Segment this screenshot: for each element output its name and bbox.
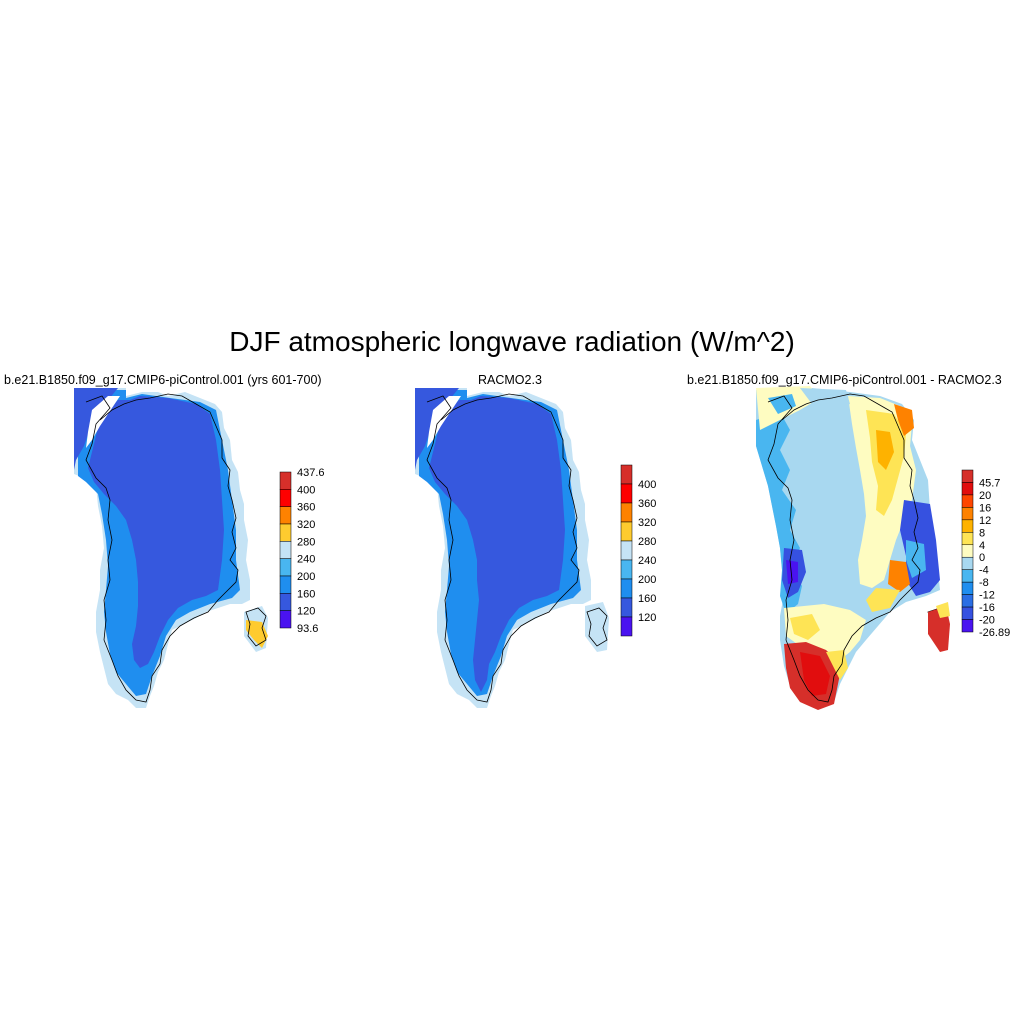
colorbar-swatch <box>620 578 633 599</box>
colorbar-tick-label: 360 <box>297 502 315 514</box>
colorbar-tick-label: 160 <box>638 593 656 605</box>
colorbar-tick-label: 120 <box>638 612 656 624</box>
colorbar-tick-label: 400 <box>297 484 315 496</box>
colorbar-tick-label: 320 <box>638 517 656 529</box>
colorbar-swatch <box>279 506 292 525</box>
colorbar-swatch <box>279 610 292 629</box>
colorbar-tick-label: 240 <box>297 554 315 566</box>
colorbar-swatch <box>279 541 292 559</box>
colorbar-swatch <box>961 494 974 508</box>
colorbar-swatch <box>961 507 974 521</box>
panel-2-colorbar: 400 360 320 280 240 200 160 120 <box>620 464 656 637</box>
colorbar-tick-label: 4 <box>979 540 985 552</box>
colorbar-tick-label: 360 <box>638 498 656 510</box>
colorbar-swatch <box>961 556 974 570</box>
colorbar-swatch <box>620 502 633 523</box>
colorbar-swatch <box>620 464 633 485</box>
colorbar-swatch <box>961 569 974 583</box>
panel-1-map <box>74 388 268 708</box>
colorbar-swatch <box>620 540 633 561</box>
colorbar-tick-label: 437.6 <box>297 467 325 479</box>
colorbar-tick-label: -26.89 <box>979 627 1010 639</box>
panel-3-map <box>756 386 950 710</box>
colorbar-swatch <box>279 558 292 577</box>
colorbar-tick-label: 12 <box>979 515 991 527</box>
colorbar-swatch <box>279 593 292 611</box>
colorbar-swatch <box>279 523 292 542</box>
colorbar-tick-label: -12 <box>979 590 995 602</box>
colorbar-tick-label: 0 <box>979 552 985 564</box>
panel-1-colorbar: 437.6 400 360 320 280 240 200 160 120 93.6 <box>279 467 325 635</box>
colorbar-swatch <box>620 483 633 504</box>
colorbar-tick-label: 240 <box>638 555 656 567</box>
colorbar-tick-label: 20 <box>979 490 991 502</box>
figure-title: DJF atmospheric longwave radiation (W/m^… <box>229 326 795 357</box>
colorbar-tick-label: 400 <box>638 479 656 491</box>
colorbar-tick-label: 120 <box>297 606 315 618</box>
colorbar-swatch <box>620 616 633 637</box>
colorbar-tick-label: -4 <box>979 565 989 577</box>
colorbar-swatch <box>961 606 974 620</box>
colorbar-swatch <box>279 471 292 490</box>
colorbar-swatch <box>961 581 974 595</box>
panel-2-title: RACMO2.3 <box>478 373 542 387</box>
colorbar-tick-label: 200 <box>638 574 656 586</box>
colorbar-swatch <box>961 519 974 533</box>
colorbar-swatch <box>620 521 633 542</box>
colorbar-swatch <box>961 482 974 496</box>
colorbar-swatch <box>620 597 633 618</box>
colorbar-swatch <box>961 532 974 546</box>
colorbar-swatch <box>961 469 974 483</box>
colorbar-tick-label: -20 <box>979 615 995 627</box>
colorbar-tick-label: 16 <box>979 502 991 514</box>
panel-3-title: b.e21.B1850.f09_g17.CMIP6-piControl.001 … <box>687 373 1002 387</box>
colorbar-tick-label: -16 <box>979 602 995 614</box>
colorbar-tick-label: 8 <box>979 527 985 539</box>
colorbar-swatch <box>620 559 633 580</box>
colorbar-tick-label: 280 <box>638 536 656 548</box>
colorbar-swatch <box>961 544 974 558</box>
colorbar-swatch <box>279 489 292 507</box>
colorbar-tick-label: 280 <box>297 536 315 548</box>
colorbar-tick-label: 93.6 <box>297 623 318 635</box>
colorbar-swatch <box>279 575 292 594</box>
colorbar-tick-label: 160 <box>297 588 315 600</box>
colorbar-tick-label: 45.7 <box>979 477 1000 489</box>
colorbar-tick-label: 320 <box>297 519 315 531</box>
panel-1-title: b.e21.B1850.f09_g17.CMIP6-piControl.001 … <box>4 373 322 387</box>
panel-2-map <box>415 388 609 708</box>
colorbar-swatch <box>961 619 974 633</box>
colorbar-tick-label: 200 <box>297 571 315 583</box>
colorbar-swatch <box>961 594 974 608</box>
colorbar-tick-label: -8 <box>979 577 989 589</box>
